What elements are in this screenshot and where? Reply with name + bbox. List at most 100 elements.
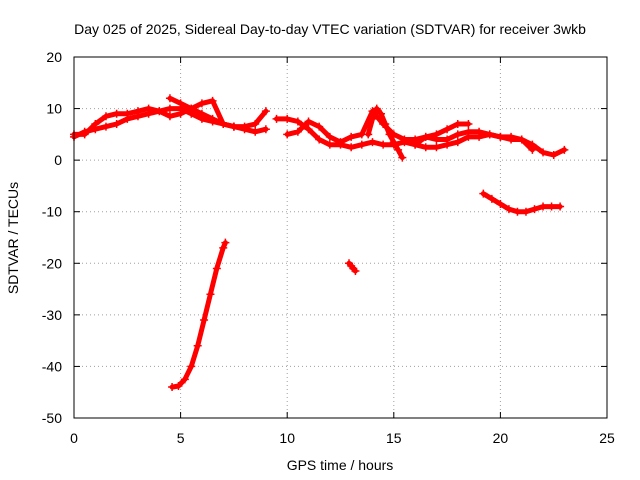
y-tick-label: -50 xyxy=(42,410,62,426)
data-point xyxy=(197,99,206,108)
data-point xyxy=(315,122,324,131)
data-point xyxy=(357,140,366,149)
data-point xyxy=(379,140,388,149)
data-point xyxy=(221,238,230,247)
data-point xyxy=(155,107,164,116)
data-point xyxy=(368,114,377,123)
data-point xyxy=(283,114,292,123)
data-point xyxy=(208,114,217,123)
data-point xyxy=(556,202,565,211)
series-spike-16 xyxy=(411,120,473,149)
data-point xyxy=(336,138,345,147)
data-point xyxy=(487,194,496,203)
series-line xyxy=(167,95,269,130)
x-tick-label: 5 xyxy=(177,430,185,446)
data-point xyxy=(240,122,249,131)
data-point xyxy=(304,117,313,126)
data-point xyxy=(165,104,174,113)
data-point xyxy=(385,130,394,139)
y-tick-label: 10 xyxy=(46,101,62,117)
data-point xyxy=(547,202,556,211)
data-point xyxy=(112,120,121,129)
data-point xyxy=(496,199,505,208)
y-tick-label: 0 xyxy=(54,152,62,168)
data-point xyxy=(485,130,494,139)
data-point xyxy=(208,96,217,105)
data-point xyxy=(539,148,548,157)
y-axis-label: SDTVAR / TECUs xyxy=(5,182,21,294)
series-band-c xyxy=(165,94,270,131)
series-spike-14 xyxy=(364,104,407,162)
data-point xyxy=(560,145,569,154)
data-point xyxy=(165,112,174,121)
data-point xyxy=(507,132,516,141)
data-point xyxy=(101,112,110,121)
data-point xyxy=(219,120,228,129)
chart-title: Day 025 of 2025, Sidereal Day-to-day VTE… xyxy=(74,21,586,37)
data-point xyxy=(411,140,420,149)
data-point xyxy=(144,104,153,113)
data-point xyxy=(421,132,430,141)
data-point xyxy=(517,135,526,144)
data-point xyxy=(347,143,356,152)
data-point xyxy=(453,138,462,147)
y-tick-label: -40 xyxy=(42,358,62,374)
data-point xyxy=(325,140,334,149)
data-point xyxy=(219,243,228,252)
data-point xyxy=(453,120,462,129)
data-point xyxy=(176,109,185,118)
data-point xyxy=(304,125,313,134)
data-point xyxy=(200,316,209,325)
data-point xyxy=(261,125,270,134)
data-point xyxy=(165,94,174,103)
data-point xyxy=(377,109,386,118)
data-point xyxy=(394,145,403,154)
data-point xyxy=(315,135,324,144)
data-point xyxy=(261,107,270,116)
data-point xyxy=(347,132,356,141)
data-point xyxy=(193,341,202,350)
data-point xyxy=(504,205,513,214)
series-dip-19 xyxy=(479,189,565,216)
series-blip-13 xyxy=(345,259,360,276)
data-point xyxy=(180,375,189,384)
series-line xyxy=(480,191,563,215)
data-point xyxy=(398,153,407,162)
data-point xyxy=(176,99,185,108)
data-point xyxy=(187,104,196,113)
data-point xyxy=(464,120,473,129)
data-point xyxy=(351,267,360,276)
data-point xyxy=(283,130,292,139)
data-point xyxy=(197,109,206,118)
data-point xyxy=(432,130,441,139)
data-point xyxy=(293,117,302,126)
x-tick-label: 25 xyxy=(599,430,615,446)
series-drop-5 xyxy=(168,238,230,392)
data-point xyxy=(528,145,537,154)
data-point xyxy=(372,104,381,113)
data-point xyxy=(496,132,505,141)
data-point xyxy=(123,109,132,118)
data-point xyxy=(432,143,441,152)
x-tick-label: 20 xyxy=(493,430,509,446)
data-point xyxy=(389,138,398,147)
data-point xyxy=(293,127,302,136)
data-point xyxy=(475,127,484,136)
series-line xyxy=(346,260,358,274)
series-line xyxy=(71,98,237,137)
data-point xyxy=(206,290,215,299)
x-tick-label: 10 xyxy=(279,430,295,446)
data-point xyxy=(364,130,373,139)
y-tick-label: -10 xyxy=(42,204,62,220)
data-point xyxy=(272,114,281,123)
data-point xyxy=(101,122,110,131)
data-point xyxy=(513,207,522,216)
data-point xyxy=(133,107,142,116)
x-axis-label: GPS time / hours xyxy=(287,457,394,473)
plot-frame xyxy=(73,56,608,419)
data-point xyxy=(453,130,462,139)
y-tick-label: 20 xyxy=(46,49,62,65)
data-point xyxy=(530,205,539,214)
x-tick-label: 15 xyxy=(386,430,402,446)
